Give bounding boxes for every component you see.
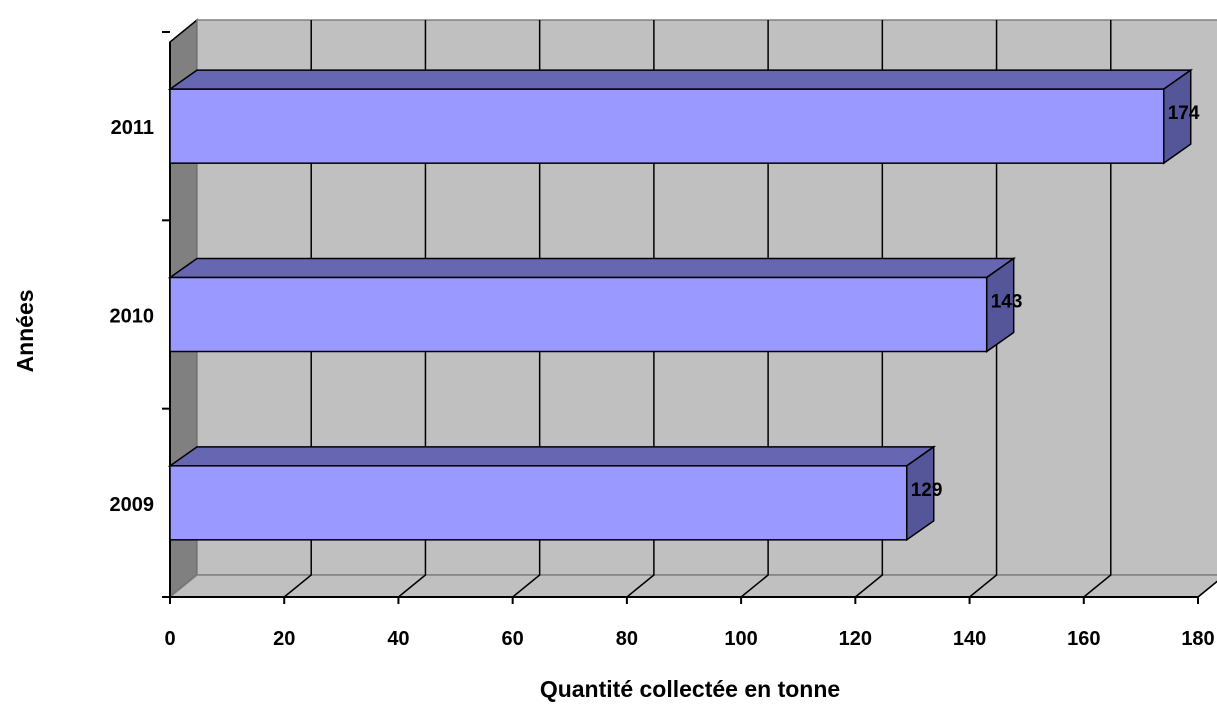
bar-2011: [167, 68, 1194, 165]
x-tick-label: 120: [839, 628, 872, 650]
y-axis-title: Années: [12, 289, 38, 372]
data-label: 143: [991, 292, 1023, 313]
x-tick-label: 40: [387, 628, 409, 650]
data-label: 174: [1168, 103, 1200, 124]
gridline: [854, 20, 884, 598]
bar: [169, 465, 908, 541]
gridline: [626, 20, 655, 598]
y-category-label: 2011: [111, 117, 154, 139]
gridline: [1083, 20, 1112, 598]
bar-2009: [167, 445, 937, 542]
floor: [167, 574, 1217, 598]
x-tick-label: 140: [953, 628, 986, 650]
data-label: 129: [911, 480, 943, 501]
bar-top-face: [167, 69, 1194, 90]
bar: [169, 88, 1165, 164]
bar-top-face: [167, 446, 937, 467]
x-tick-label: 160: [1067, 628, 1100, 650]
x-tick-label: 80: [616, 628, 638, 650]
bar-top-face: [167, 257, 1017, 279]
y-category-label: 2010: [110, 306, 155, 328]
gridline: [397, 20, 427, 598]
x-axis-title: Quantité collectée en tonne: [540, 676, 840, 702]
gridline: [283, 20, 312, 598]
x-tick-label: 100: [724, 628, 757, 650]
x-tick-label: 60: [502, 628, 524, 650]
x-tick-label: 20: [273, 628, 295, 650]
gridline: [740, 20, 769, 598]
gridline: [969, 20, 998, 598]
x-tick-label: 0: [164, 628, 175, 650]
x-tick-label: 180: [1181, 628, 1214, 650]
gridline: [1197, 580, 1217, 598]
gridline: [512, 20, 541, 598]
bar-2010: [167, 257, 1017, 353]
y-category-label: 2009: [110, 494, 155, 516]
bar: [169, 276, 988, 353]
